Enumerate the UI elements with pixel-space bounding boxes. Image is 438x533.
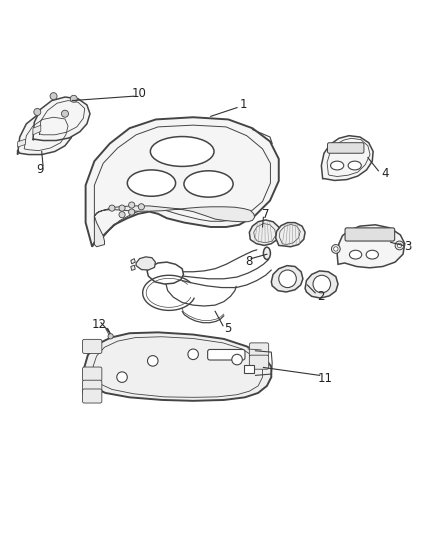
Circle shape xyxy=(331,245,339,253)
Polygon shape xyxy=(131,259,135,264)
Polygon shape xyxy=(85,117,278,247)
Circle shape xyxy=(70,95,77,102)
Circle shape xyxy=(396,243,401,248)
Circle shape xyxy=(138,204,144,210)
Circle shape xyxy=(394,241,403,250)
Circle shape xyxy=(187,349,198,360)
Circle shape xyxy=(128,209,134,215)
Polygon shape xyxy=(33,125,41,135)
Circle shape xyxy=(34,108,41,116)
Text: 9: 9 xyxy=(36,163,44,175)
Circle shape xyxy=(119,212,125,218)
Polygon shape xyxy=(249,220,279,245)
Polygon shape xyxy=(18,112,74,155)
Circle shape xyxy=(117,372,127,382)
FancyBboxPatch shape xyxy=(207,350,244,360)
Circle shape xyxy=(312,275,330,293)
Polygon shape xyxy=(304,271,337,298)
Ellipse shape xyxy=(184,171,233,197)
Circle shape xyxy=(278,270,296,288)
Polygon shape xyxy=(271,265,302,292)
Polygon shape xyxy=(18,139,25,147)
Polygon shape xyxy=(84,333,271,401)
FancyBboxPatch shape xyxy=(249,355,268,369)
Ellipse shape xyxy=(349,251,361,259)
Circle shape xyxy=(109,205,115,211)
FancyBboxPatch shape xyxy=(82,367,102,381)
Circle shape xyxy=(50,93,57,100)
Circle shape xyxy=(231,354,242,365)
Text: 1: 1 xyxy=(239,98,247,110)
FancyBboxPatch shape xyxy=(249,343,268,357)
Circle shape xyxy=(119,205,125,211)
FancyBboxPatch shape xyxy=(82,340,102,353)
Text: 7: 7 xyxy=(261,208,269,221)
Polygon shape xyxy=(131,265,135,270)
Circle shape xyxy=(147,356,158,366)
Text: 11: 11 xyxy=(317,372,332,385)
Ellipse shape xyxy=(330,161,343,170)
FancyBboxPatch shape xyxy=(82,389,102,403)
Polygon shape xyxy=(336,225,404,268)
Text: 2: 2 xyxy=(316,290,324,303)
Text: 5: 5 xyxy=(224,322,231,335)
Text: 3: 3 xyxy=(403,240,410,253)
Polygon shape xyxy=(94,206,254,222)
Ellipse shape xyxy=(365,251,378,259)
Ellipse shape xyxy=(347,161,360,170)
Circle shape xyxy=(128,202,134,208)
Polygon shape xyxy=(244,365,253,373)
Text: 12: 12 xyxy=(91,318,106,331)
Polygon shape xyxy=(321,136,372,181)
Polygon shape xyxy=(275,223,304,247)
Ellipse shape xyxy=(263,247,270,260)
Ellipse shape xyxy=(150,136,214,166)
FancyBboxPatch shape xyxy=(327,143,363,154)
FancyBboxPatch shape xyxy=(344,228,394,241)
Circle shape xyxy=(61,110,68,117)
Circle shape xyxy=(333,247,337,251)
Text: 4: 4 xyxy=(381,167,389,180)
Text: 10: 10 xyxy=(132,86,147,100)
Polygon shape xyxy=(33,97,90,141)
Ellipse shape xyxy=(127,170,175,196)
Polygon shape xyxy=(94,216,104,247)
FancyBboxPatch shape xyxy=(82,380,102,394)
Polygon shape xyxy=(136,257,155,270)
Circle shape xyxy=(108,334,113,339)
Text: 8: 8 xyxy=(245,255,252,268)
